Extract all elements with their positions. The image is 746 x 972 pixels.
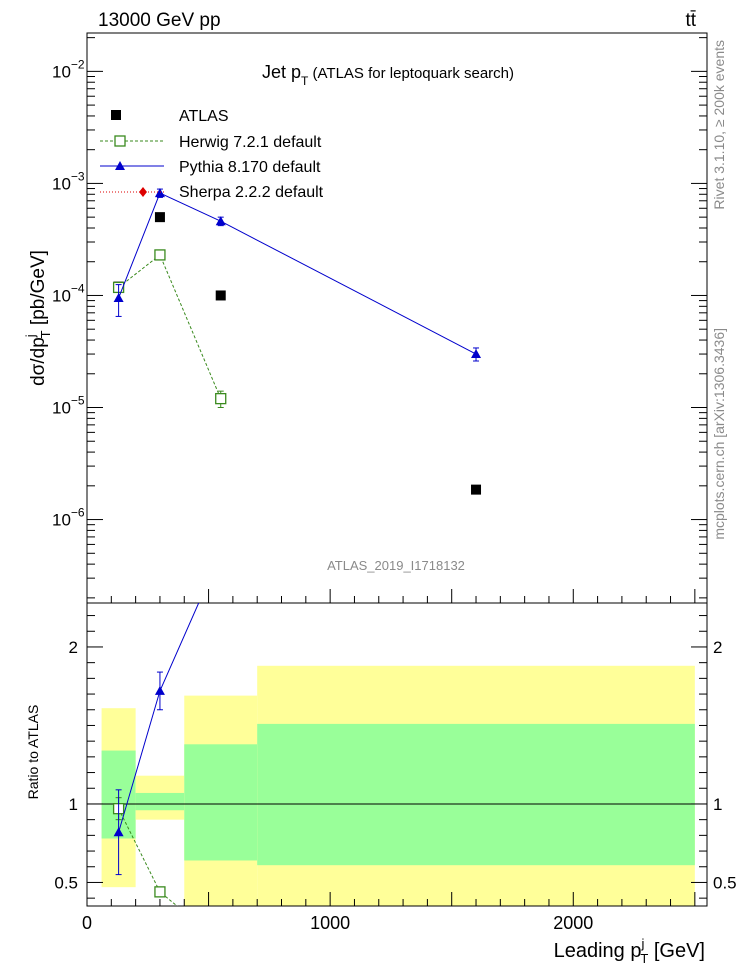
ratio-band-inner [135, 792, 185, 811]
main-y-tick-label: 10−6 [52, 506, 85, 530]
ratio-y-axis-label: Ratio to ATLAS [25, 705, 41, 800]
legend-atlas-label: ATLAS [179, 108, 229, 125]
title-main: Jet p [262, 62, 301, 82]
data-point-triangle [216, 548, 226, 557]
ratio-y-tick-label-right: 0.5 [713, 873, 737, 892]
main-y-tick-label: 10−5 [52, 394, 85, 418]
main-axis-ticks: 10−6 10−5 10−4 10−3 10−2 [52, 37, 707, 599]
data-point-square [471, 484, 482, 495]
legend-herwig-marker [114, 135, 126, 147]
series-line [118, 254, 222, 399]
main-series-layer [112, 188, 482, 495]
legend-pythia-marker [115, 161, 125, 170]
main-y-tick-label: 10−4 [52, 281, 85, 305]
ratio-series-layer [112, 548, 481, 947]
ratio-band-inner [184, 744, 258, 861]
series-line [118, 192, 477, 355]
process-label: tt̄ [685, 10, 696, 31]
series-line [118, 603, 200, 833]
data-point-triangle [215, 216, 226, 226]
data-point-triangle [113, 827, 124, 837]
data-point-triangle [471, 349, 482, 359]
mcplots-label: mcplots.cern.ch [arXiv:1306.3436] [711, 328, 727, 540]
title-rest: (ATLAS for leptoquark search) [308, 65, 514, 82]
ratio-y-tick-label-right: 2 [713, 638, 722, 657]
x-tick-label: 2000 [553, 913, 593, 933]
ratio-uncertainty-bands [101, 665, 695, 906]
data-point-open-square [154, 886, 166, 898]
data-point-triangle [113, 292, 124, 302]
x-axis-ticks: 0 1000 2000 [82, 589, 696, 933]
data-point-triangle [471, 548, 481, 557]
legend-sherpa-marker [139, 187, 147, 197]
data-point-square [215, 290, 226, 301]
legend-pythia-label: Pythia 8.170 default [179, 159, 321, 176]
main-y-tick-label: 10−3 [52, 169, 85, 193]
ratio-y-tick-label-left: 2 [69, 638, 78, 657]
legend: ATLAS Herwig 7.2.1 default Pythia 8.170 … [100, 108, 324, 201]
legend-herwig-label: Herwig 7.2.1 default [179, 134, 322, 151]
data-point-triangle [154, 685, 165, 695]
plot-title: Jet pT (ATLAS for leptoquark search) [262, 62, 514, 88]
data-point-open-square [216, 937, 226, 947]
ratio-y-tick-label-left: 1 [69, 795, 78, 814]
main-y-axis-label: dσ/dpjT [pb/GeV] [23, 250, 53, 386]
x-tick-label: 1000 [310, 913, 350, 933]
data-point-open-square [215, 392, 227, 405]
data-point-open-square [154, 249, 166, 261]
ratio-y-tick-label-right: 1 [713, 795, 722, 814]
data-point-square [154, 212, 165, 223]
x-axis-label: Leading pj T [GeV] [554, 936, 705, 966]
ratio-panel-frame [86, 602, 708, 907]
legend-atlas-marker [111, 110, 121, 120]
data-point-triangle [154, 188, 165, 198]
main-y-tick-label: 10−2 [52, 57, 85, 81]
energy-label: 13000 GeV pp [98, 10, 221, 31]
legend-sherpa-label: Sherpa 2.2.2 default [179, 184, 324, 201]
ratio-band-inner [257, 723, 695, 866]
ratio-y-tick-label-left: 0.5 [54, 873, 78, 892]
rivet-label: Rivet 3.1.10, ≥ 200k events [711, 40, 727, 210]
x-tick-label: 0 [82, 913, 92, 933]
analysis-id: ATLAS_2019_I1718132 [327, 558, 465, 573]
title-sub: T [301, 74, 309, 88]
